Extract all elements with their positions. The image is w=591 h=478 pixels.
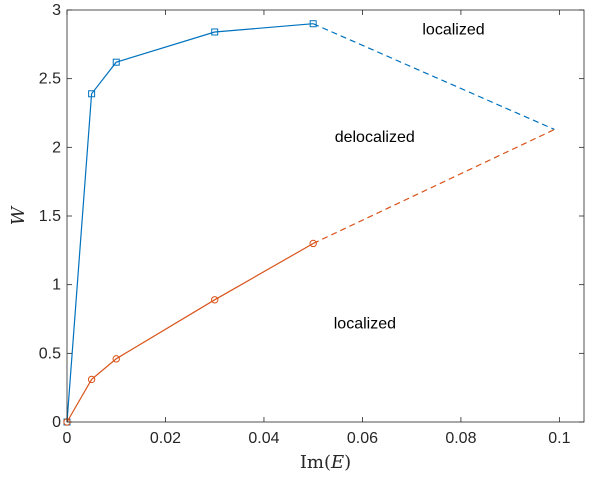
- x-tick-label: 0.02: [150, 430, 181, 447]
- series-1-point: [88, 90, 96, 98]
- y-tick-label: 0.5: [39, 345, 61, 362]
- x-tick-label: 0.06: [347, 430, 378, 447]
- tick-layer: 0 0.02 0.04 0.06 0.08 0.1 0 0.5 1 1.5 2 2.5 3: [39, 2, 584, 447]
- region-label: localized: [422, 22, 484, 39]
- annotation-layer: localized delocalized localized: [334, 22, 485, 333]
- y-tick-label: 2.5: [39, 71, 61, 88]
- y-tick-label: 1.5: [39, 208, 61, 225]
- region-label: delocalized: [335, 129, 415, 146]
- series-1-line: [66, 23, 314, 423]
- series-2-extrapolation: [312, 128, 555, 245]
- x-tick-label: 0.08: [445, 430, 476, 447]
- series-1-point: [112, 58, 120, 66]
- y-tick-label: 1: [52, 277, 61, 294]
- series-2-point: [309, 239, 317, 248]
- x-axis-label: Im(E): [300, 452, 351, 473]
- x-tick-label: 0.04: [248, 430, 279, 447]
- x-tick-label: 0: [63, 430, 72, 447]
- y-tick-label: 2: [52, 139, 61, 156]
- series-2-point: [211, 296, 219, 304]
- series-1-point: [309, 20, 317, 28]
- plot-background: [67, 10, 584, 422]
- series-1-point: [211, 28, 219, 36]
- y-axis-label: W: [8, 205, 29, 225]
- y-tick-label: 3: [52, 2, 61, 19]
- y-tick-label: 0: [52, 414, 61, 431]
- series-2-point: [112, 355, 120, 363]
- region-label: localized: [334, 316, 396, 333]
- x-tick-label: 0.1: [548, 430, 570, 447]
- series-2-line: [66, 242, 314, 423]
- series-2-point: [87, 375, 96, 384]
- series-1-extrapolation: [312, 23, 555, 131]
